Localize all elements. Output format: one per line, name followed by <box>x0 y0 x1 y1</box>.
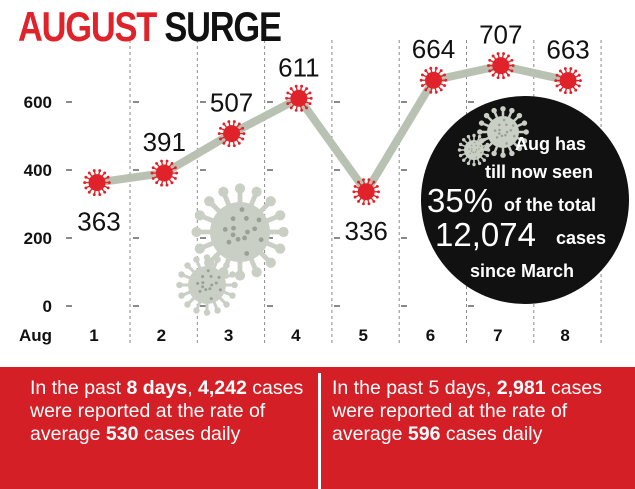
data-label: 336 <box>345 216 388 246</box>
callout-line5: since March <box>470 261 574 281</box>
x-tick-label: 8 <box>560 326 569 345</box>
data-point <box>352 178 380 206</box>
y-tick-label: 600 <box>24 93 52 112</box>
x-tick-label: 7 <box>493 326 502 345</box>
info-left-text-1: In the past <box>30 377 127 399</box>
label-layer: 363 391 507 611 336 664 707 663 <box>77 20 589 246</box>
callout-total-suffix: cases <box>556 228 606 248</box>
y-tick-label: 400 <box>24 161 52 180</box>
title-word-1: AUGUST <box>18 3 157 50</box>
x-tick-label: 4 <box>291 326 301 345</box>
callout-percent: 35% <box>427 182 493 219</box>
x-axis-label: Aug <box>19 326 52 345</box>
callout-circle: Aug has till now seen 35% of the total 1… <box>421 96 629 304</box>
y-tick-label: 200 <box>24 229 52 248</box>
callout-line2: till now seen <box>485 162 593 182</box>
callout-total: 12,074 <box>435 216 536 253</box>
x-tick-label: 5 <box>358 326 367 345</box>
virus-illustration <box>176 183 289 316</box>
data-label: 391 <box>143 127 186 157</box>
x-tick-label: 3 <box>224 326 233 345</box>
info-right-text-3: cases daily <box>440 423 543 445</box>
line-chart: 0 200 400 600 Aug 1 2 3 4 5 6 7 8 363 391 507 611 336 664… <box>19 20 629 345</box>
info-right-text-1: In the past 5 days, <box>332 377 497 399</box>
info-left-cases: 4,242 <box>198 377 247 399</box>
data-point <box>285 84 313 112</box>
callout-line1: Aug has <box>515 134 586 154</box>
virus-decoration-icon <box>477 106 529 158</box>
info-bar: In the past 8 days, 4,242 cases were rep… <box>0 367 635 489</box>
data-point <box>150 159 179 187</box>
callout-percent-suffix: of the total <box>504 195 596 215</box>
data-point <box>217 120 246 148</box>
data-label: 507 <box>210 88 253 118</box>
info-right-average: 596 <box>407 423 441 445</box>
data-label: 707 <box>479 20 522 50</box>
data-label: 664 <box>412 34 455 64</box>
info-right: In the past 5 days, 2,981 cases were rep… <box>332 377 622 446</box>
dot-layer <box>83 52 582 206</box>
info-divider <box>318 373 321 489</box>
info-right-text-2: cases were reported at the rate of avera… <box>332 377 602 445</box>
callout-virus-icons <box>457 106 529 167</box>
data-label: 663 <box>546 35 589 65</box>
virus-decoration-icon <box>191 183 289 281</box>
x-tick-label: 6 <box>426 326 435 345</box>
info-left-text-4: cases daily <box>138 423 241 445</box>
title-word-2: SURGE <box>164 3 282 50</box>
info-left-text-3: cases were reported at the rate of avera… <box>30 377 304 445</box>
x-tick-label: 1 <box>89 326 98 345</box>
data-point <box>83 169 111 197</box>
info-left-days: 8 days <box>126 377 188 399</box>
info-left-text-2: , <box>187 377 199 399</box>
grid-layer: 0 200 400 600 Aug 1 2 3 4 5 6 7 8 <box>19 40 602 345</box>
data-point <box>419 66 448 94</box>
info-left: In the past 8 days, 4,242 cases were rep… <box>30 377 310 446</box>
data-label: 363 <box>77 207 120 237</box>
info-left-average: 530 <box>105 423 139 445</box>
virus-decoration-icon <box>457 133 491 167</box>
virus-decoration-icon <box>176 254 238 316</box>
chart-title: AUGUST SURGE <box>18 3 282 50</box>
data-point <box>487 52 515 80</box>
data-point <box>554 67 582 95</box>
data-label: 611 <box>278 52 319 82</box>
x-tick-label: 2 <box>157 326 166 345</box>
y-tick-label: 0 <box>43 297 52 316</box>
info-right-cases: 2,981 <box>496 377 546 399</box>
